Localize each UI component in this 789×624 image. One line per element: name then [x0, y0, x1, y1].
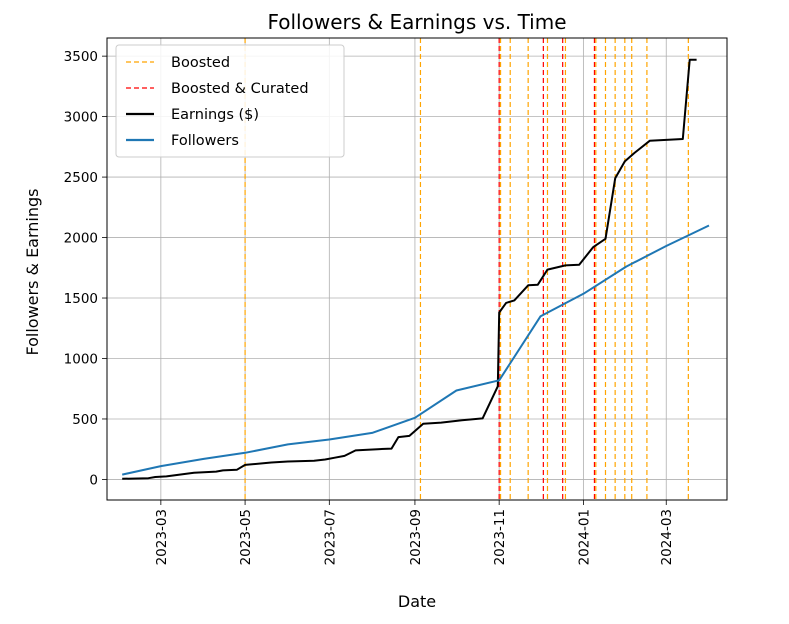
x-tick-label: 2024-03 [659, 509, 675, 565]
x-tick-label: 2023-07 [322, 509, 338, 565]
event-lines [244, 38, 689, 500]
y-tick-label: 3000 [64, 110, 98, 126]
y-tick-label: 1000 [64, 351, 98, 367]
chart-title: Followers & Earnings vs. Time [267, 10, 566, 34]
y-tick-label: 0 [89, 472, 98, 488]
x-tick-label: 2023-09 [408, 509, 424, 565]
y-axis-ticks: 0 500 1000 1500 2000 2500 3000 3500 [64, 49, 107, 488]
x-axis-label: Date [398, 592, 436, 611]
legend-label: Earnings ($) [171, 107, 259, 123]
legend-label: Followers [171, 133, 239, 149]
x-tick-label: 2023-05 [238, 509, 254, 565]
y-tick-label: 1500 [64, 291, 98, 307]
y-tick-label: 2500 [64, 170, 98, 186]
legend-label: Boosted & Curated [171, 81, 309, 97]
y-tick-label: 2000 [64, 231, 98, 247]
x-axis-ticks: 2023-03 2023-05 2023-07 2023-09 2023-11 2024-… [154, 500, 675, 565]
x-tick-label: 2024-01 [576, 509, 592, 565]
y-tick-label: 3500 [64, 49, 98, 65]
earnings-line [122, 58, 697, 480]
legend-box [115, 44, 345, 158]
grid [107, 38, 727, 500]
legend-label: Boosted [171, 55, 230, 71]
y-tick-label: 500 [72, 412, 98, 428]
legend: Boosted Boosted & Curated Earnings ($) Foll… [115, 44, 345, 158]
x-tick-label: 2023-11 [492, 509, 508, 565]
x-tick-label: 2023-03 [154, 509, 170, 565]
y-axis-label: Followers & Earnings [23, 188, 42, 355]
followers-line [121, 224, 710, 476]
plot-frame [106, 37, 728, 501]
series-lines [121, 58, 710, 480]
